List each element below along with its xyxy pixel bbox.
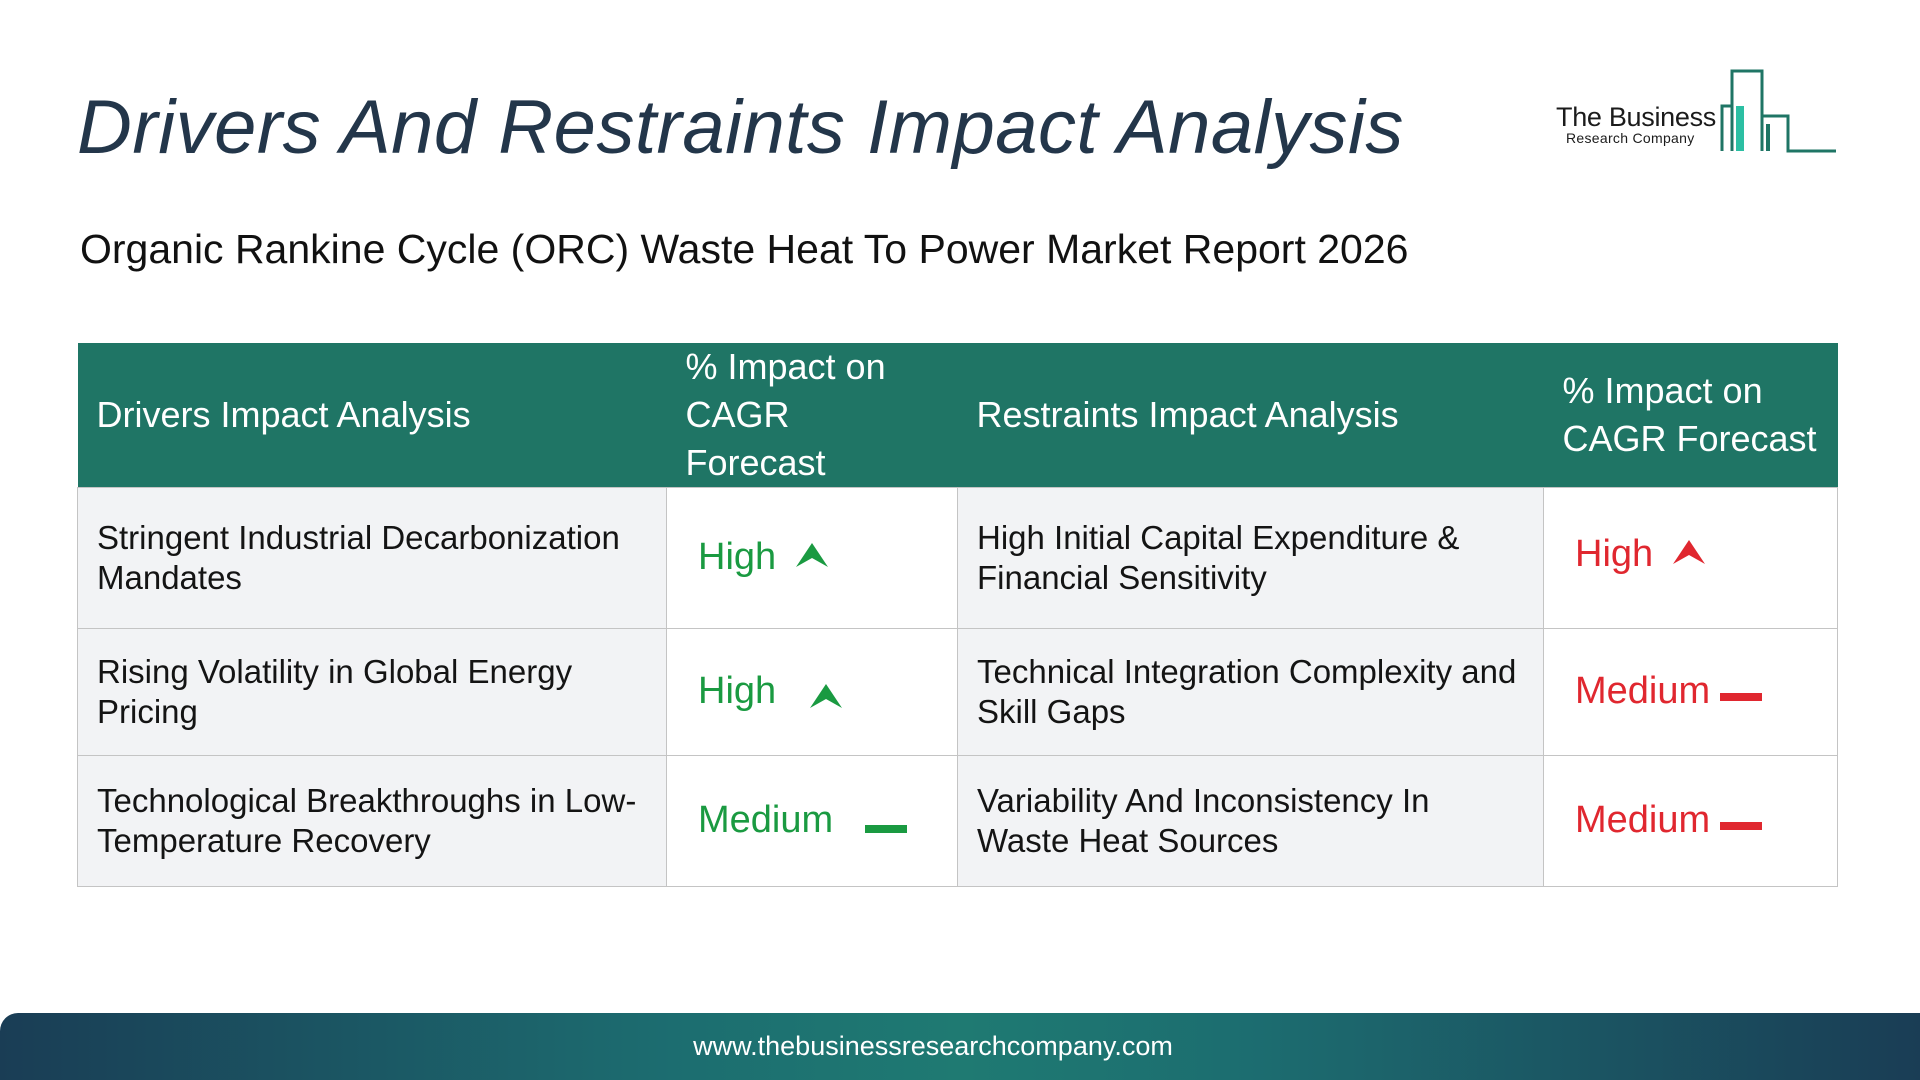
table-row: Rising Volatility in Global Energy Prici…: [77, 627, 1838, 756]
arrow-up-icon: [808, 679, 844, 719]
header-restraint-impact: % Impact on CAGR Forecast: [1543, 343, 1838, 488]
restraint-cell: Variability And Inconsistency In Waste H…: [957, 754, 1544, 887]
restraint-cell: High Initial Capital Expenditure & Finan…: [957, 486, 1544, 629]
driver-impact-level: High: [698, 535, 777, 578]
table-row: Technological Breakthroughs in Low-Tempe…: [77, 754, 1838, 887]
table-header-row: Drivers Impact Analysis % Impact on CAGR…: [77, 343, 1838, 488]
logo-subtext: Research Company: [1566, 130, 1695, 146]
logo-name: The Business: [1556, 102, 1716, 132]
impact-table: Drivers Impact Analysis % Impact on CAGR…: [77, 343, 1838, 887]
header-driver-impact: % Impact on CAGR Forecast: [666, 343, 958, 488]
footer-website-link[interactable]: www.thebusinessresearchcompany.com: [693, 1031, 1173, 1061]
restraint-impact-level: Medium: [1575, 669, 1711, 712]
driver-cell: Stringent Industrial Decarbonization Man…: [77, 486, 667, 629]
dash-icon: [1720, 801, 1763, 841]
driver-impact-cell: Medium: [666, 754, 958, 887]
restraint-impact-level: High: [1575, 532, 1654, 575]
table-row: Stringent Industrial Decarbonization Man…: [77, 486, 1838, 629]
restraint-impact-cell: Medium: [1543, 754, 1838, 887]
company-logo: The Business Research Company: [1554, 66, 1836, 158]
arrow-up-icon: [794, 538, 830, 578]
page-title: Drivers And Restraints Impact Analysis: [77, 85, 1404, 170]
restraint-cell: Technical Integration Complexity and Ski…: [957, 627, 1544, 756]
restraint-impact-level: Medium: [1575, 798, 1711, 841]
logo-buildings-icon: [1720, 69, 1836, 153]
driver-impact-cell: High: [666, 486, 958, 629]
driver-cell: Technological Breakthroughs in Low-Tempe…: [77, 754, 667, 887]
dash-icon: [865, 804, 908, 844]
driver-impact-level: High: [698, 669, 777, 712]
report-subtitle: Organic Rankine Cycle (ORC) Waste Heat T…: [80, 226, 1409, 272]
restraint-impact-cell: High: [1543, 486, 1838, 629]
dash-icon: [1720, 672, 1763, 712]
footer-bar: www.thebusinessresearchcompany.com: [0, 1013, 1920, 1080]
driver-cell: Rising Volatility in Global Energy Prici…: [77, 627, 667, 756]
driver-impact-cell: High: [666, 627, 958, 756]
driver-impact-level: Medium: [698, 798, 834, 841]
arrow-up-icon: [1671, 535, 1707, 575]
header-drivers: Drivers Impact Analysis: [77, 343, 667, 488]
header-restraints: Restraints Impact Analysis: [957, 343, 1544, 488]
restraint-impact-cell: Medium: [1543, 627, 1838, 756]
